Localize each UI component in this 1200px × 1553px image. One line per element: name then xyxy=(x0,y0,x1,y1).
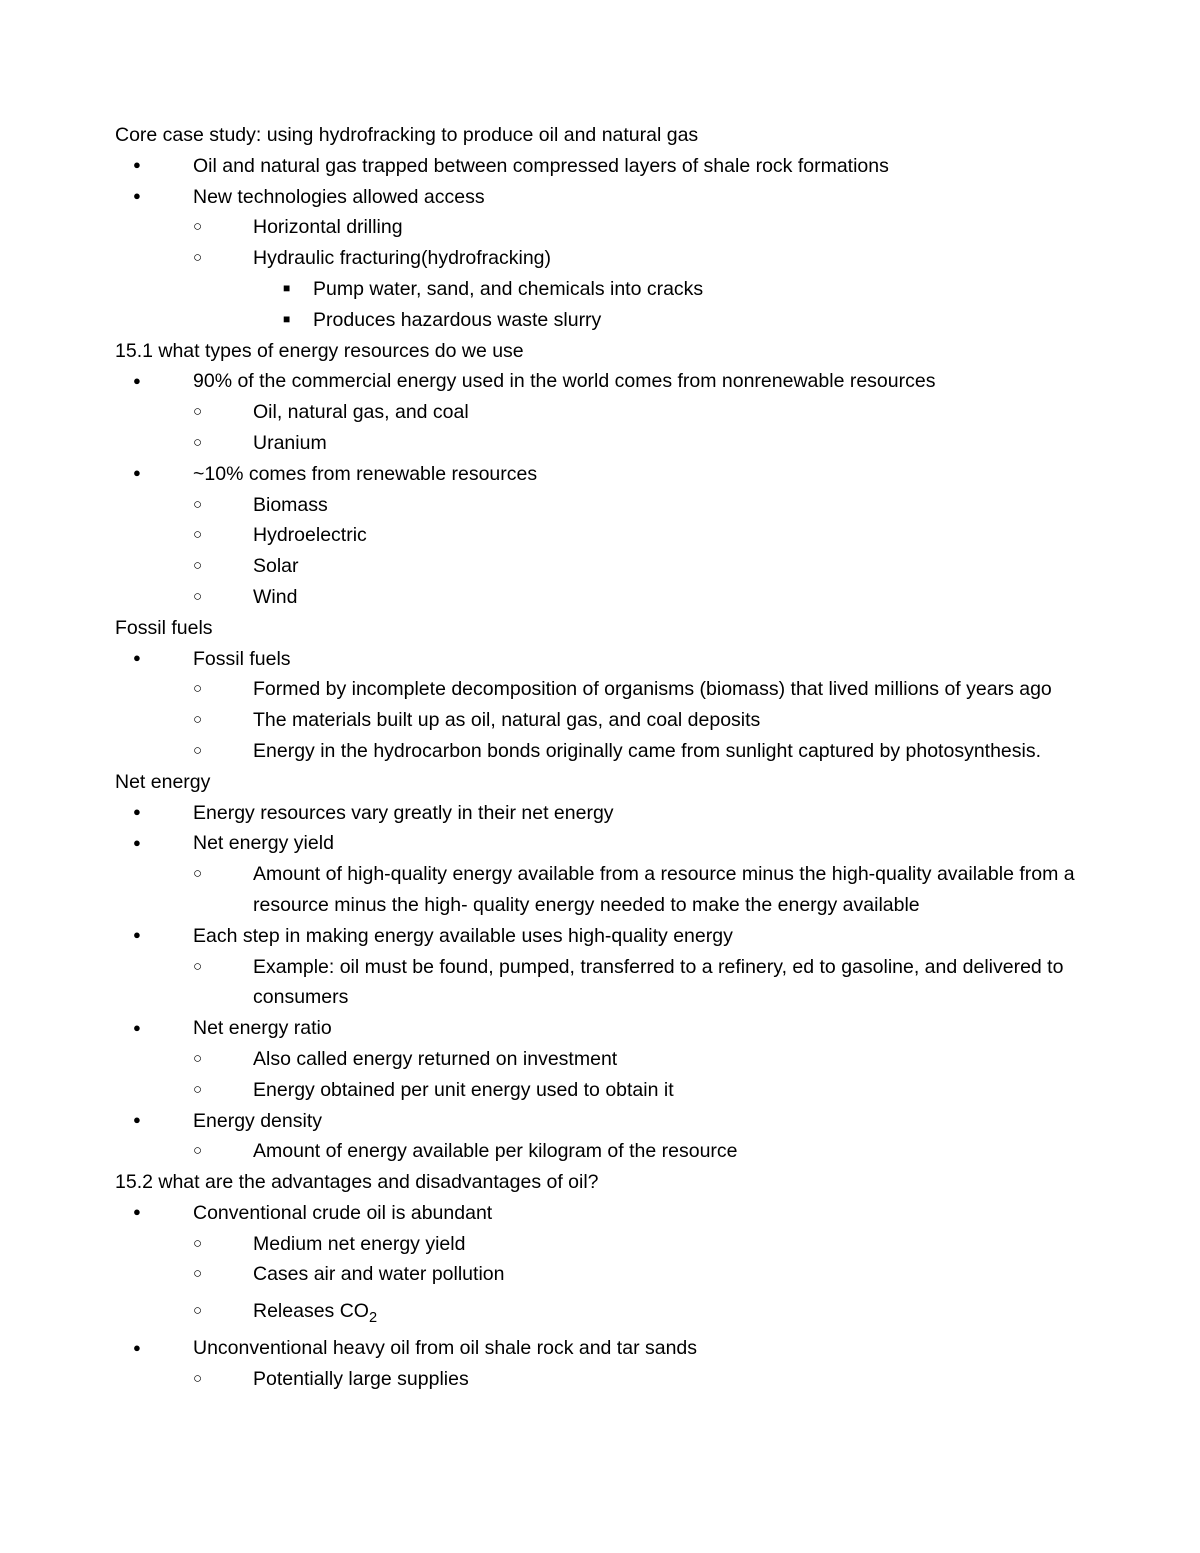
item-text: Fossil fuels xyxy=(193,648,291,670)
item-text: Pump water, sand, and chemicals into cra… xyxy=(313,278,703,300)
list-item: Fossil fuels xyxy=(115,644,1085,675)
item-text: Biomass xyxy=(253,494,328,516)
item-text: 90% of the commercial energy used in the… xyxy=(193,370,935,392)
list-item: Uranium xyxy=(115,428,1085,459)
heading-fossil-fuels: Fossil fuels xyxy=(115,613,1085,644)
list-item: Energy resources vary greatly in their n… xyxy=(115,798,1085,829)
item-text: Oil and natural gas trapped between comp… xyxy=(193,155,889,177)
list-item: Net energy ratio xyxy=(115,1013,1085,1044)
item-text: The materials built up as oil, natural g… xyxy=(253,709,760,731)
heading-net-energy: Net energy xyxy=(115,767,1085,798)
item-text: Each step in making energy available use… xyxy=(193,925,733,947)
heading-15-2: 15.2 what are the advantages and disadva… xyxy=(115,1167,1085,1198)
document-page: Core case study: using hydrofracking to … xyxy=(0,0,1200,1553)
item-text: Energy in the hydrocarbon bonds original… xyxy=(253,740,1041,762)
list-item: The materials built up as oil, natural g… xyxy=(115,705,1085,736)
list-item-co2: Releases CO2 xyxy=(115,1296,1085,1327)
item-text: Unconventional heavy oil from oil shale … xyxy=(193,1337,697,1359)
item-text: Uranium xyxy=(253,432,327,454)
co2-subscript: 2 xyxy=(369,1310,377,1326)
item-text: ~10% comes from renewable resources xyxy=(193,463,537,485)
item-text: Hydraulic fracturing(hydrofracking) xyxy=(253,247,551,269)
list-item: Amount of high-quality energy available … xyxy=(115,859,1085,921)
item-text: Amount of high-quality energy available … xyxy=(253,863,1075,916)
list-item: Unconventional heavy oil from oil shale … xyxy=(115,1333,1085,1364)
item-text: Example: oil must be found, pumped, tran… xyxy=(253,956,1063,1009)
item-text: Formed by incomplete decomposition of or… xyxy=(253,678,1052,700)
list-item: Hydroelectric xyxy=(115,520,1085,551)
item-text: Releases CO2 xyxy=(253,1300,377,1322)
item-text: Solar xyxy=(253,555,299,577)
item-text: Amount of energy available per kilogram … xyxy=(253,1140,738,1162)
list-item: Also called energy returned on investmen… xyxy=(115,1044,1085,1075)
item-text: Conventional crude oil is abundant xyxy=(193,1202,492,1224)
heading-core-case-study: Core case study: using hydrofracking to … xyxy=(115,120,1085,151)
list-item: Oil and natural gas trapped between comp… xyxy=(115,151,1085,182)
item-text: Produces hazardous waste slurry xyxy=(313,309,601,331)
item-text: New technologies allowed access xyxy=(193,186,485,208)
item-text: Wind xyxy=(253,586,297,608)
co2-prefix: Releases CO xyxy=(253,1300,369,1322)
item-text: Hydroelectric xyxy=(253,524,367,546)
list-item: Energy in the hydrocarbon bonds original… xyxy=(115,736,1085,767)
list-item: Hydraulic fracturing(hydrofracking) xyxy=(115,243,1085,274)
list-item: Potentially large supplies xyxy=(115,1364,1085,1395)
list-item: ~10% comes from renewable resources xyxy=(115,459,1085,490)
list-item: Formed by incomplete decomposition of or… xyxy=(115,674,1085,705)
item-text: Horizontal drilling xyxy=(253,216,403,238)
list-item: Example: oil must be found, pumped, tran… xyxy=(115,952,1085,1014)
item-text: Potentially large supplies xyxy=(253,1368,469,1390)
list-item: Cases air and water pollution xyxy=(115,1259,1085,1290)
list-item: Solar xyxy=(115,551,1085,582)
item-text: Energy obtained per unit energy used to … xyxy=(253,1079,674,1101)
list-item: Net energy yield xyxy=(115,828,1085,859)
list-item: Biomass xyxy=(115,490,1085,521)
list-item: Horizontal drilling xyxy=(115,212,1085,243)
list-item: Conventional crude oil is abundant xyxy=(115,1198,1085,1229)
list-item: Each step in making energy available use… xyxy=(115,921,1085,952)
list-item: Energy obtained per unit energy used to … xyxy=(115,1075,1085,1106)
list-item: New technologies allowed access xyxy=(115,182,1085,213)
item-text: Oil, natural gas, and coal xyxy=(253,401,469,423)
item-text: Also called energy returned on investmen… xyxy=(253,1048,617,1070)
heading-15-1: 15.1 what types of energy resources do w… xyxy=(115,336,1085,367)
list-item: Medium net energy yield xyxy=(115,1229,1085,1260)
list-item: 90% of the commercial energy used in the… xyxy=(115,366,1085,397)
item-text: Energy density xyxy=(193,1110,322,1132)
list-item: Produces hazardous waste slurry xyxy=(283,305,1085,336)
list-item: Wind xyxy=(115,582,1085,613)
item-text: Net energy yield xyxy=(193,832,334,854)
list-item: Amount of energy available per kilogram … xyxy=(115,1136,1085,1167)
item-text: Energy resources vary greatly in their n… xyxy=(193,802,614,824)
item-text: Net energy ratio xyxy=(193,1017,332,1039)
list-item: Pump water, sand, and chemicals into cra… xyxy=(283,274,1085,305)
list-item: Energy density xyxy=(115,1106,1085,1137)
list-item: Oil, natural gas, and coal xyxy=(115,397,1085,428)
item-text: Cases air and water pollution xyxy=(253,1263,504,1285)
item-text: Medium net energy yield xyxy=(253,1233,465,1255)
